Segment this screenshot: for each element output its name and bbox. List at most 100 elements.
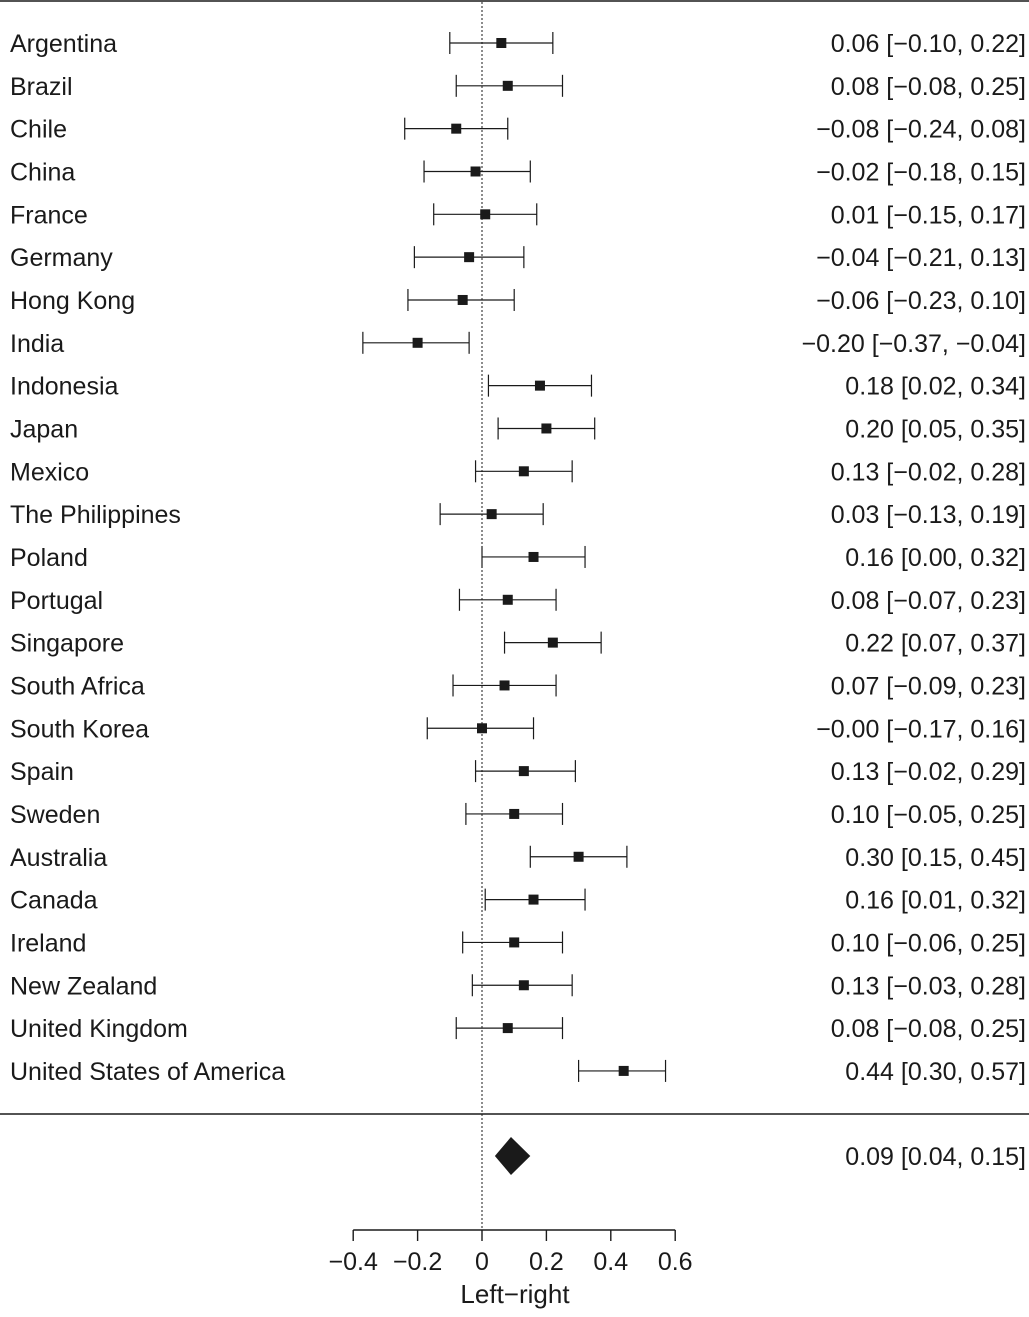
point-estimate-marker xyxy=(547,637,558,648)
row-label: Portugal xyxy=(10,587,103,615)
x-tick-label: 0 xyxy=(475,1248,489,1276)
row-ci-text: −0.02 [−0.18, 0.15] xyxy=(816,158,1026,186)
row-ci-text: −0.08 [−0.24, 0.08] xyxy=(816,116,1026,144)
x-tick-label: −0.2 xyxy=(393,1248,442,1276)
row-ci-text: 0.13 [−0.02, 0.29] xyxy=(831,758,1026,786)
row-ci-text: 0.08 [−0.07, 0.23] xyxy=(831,587,1026,615)
row-ci-text: 0.16 [0.00, 0.32] xyxy=(845,544,1026,572)
point-estimate-marker xyxy=(518,766,529,777)
row-label: France xyxy=(10,201,88,229)
row-ci-text: 0.22 [0.07, 0.37] xyxy=(845,630,1026,658)
point-estimate-marker xyxy=(518,980,529,991)
row-label: Hong Kong xyxy=(10,287,135,315)
point-estimate-marker xyxy=(541,423,552,434)
row-ci-text: 0.13 [−0.02, 0.28] xyxy=(831,458,1026,486)
study-row: Argentina 0.06 [−0.10, 0.22] xyxy=(10,30,1026,58)
row-ci-text: 0.20 [0.05, 0.35] xyxy=(845,415,1026,443)
row-label: Spain xyxy=(10,758,74,786)
summary-diamond xyxy=(494,1137,531,1175)
point-estimate-marker xyxy=(451,123,462,134)
study-row: Portugal 0.08 [−0.07, 0.23] xyxy=(10,587,1026,615)
row-label: Japan xyxy=(10,415,78,443)
point-estimate-marker xyxy=(496,38,507,48)
point-estimate-marker xyxy=(412,337,423,348)
point-estimate-marker xyxy=(573,851,584,862)
point-estimate-marker xyxy=(480,209,491,220)
row-ci-text: 0.30 [0.15, 0.45] xyxy=(845,844,1026,872)
point-estimate-marker xyxy=(502,594,513,605)
row-label: Australia xyxy=(10,844,107,872)
point-estimate-marker xyxy=(499,680,510,691)
row-ci-text: −0.00 [−0.17, 0.16] xyxy=(816,715,1026,743)
point-estimate-marker xyxy=(509,808,520,819)
row-ci-text: 0.44 [0.30, 0.57] xyxy=(845,1058,1026,1086)
point-estimate-marker xyxy=(477,723,487,734)
row-label: United States of America xyxy=(10,1058,285,1086)
row-label: New Zealand xyxy=(10,972,157,1000)
row-label: Sweden xyxy=(10,801,100,829)
study-row: France 0.01 [−0.15, 0.17] xyxy=(10,201,1026,229)
row-label: Indonesia xyxy=(10,373,119,401)
x-axis-ticks: −0.4 −0.2 0 0.2 0.4 0.6 xyxy=(329,1230,693,1276)
row-ci-text: −0.06 [−0.23, 0.10] xyxy=(816,287,1026,315)
study-row: United States of America 0.44 [0.30, 0.57… xyxy=(10,1058,1026,1086)
study-row: Chile −0.08 [−0.24, 0.08] xyxy=(10,116,1026,144)
row-ci-text: 0.10 [−0.06, 0.25] xyxy=(831,929,1026,957)
study-row: Poland 0.16 [0.00, 0.32] xyxy=(10,544,1026,572)
row-ci-text: −0.04 [−0.21, 0.13] xyxy=(816,244,1026,272)
row-ci-text: 0.16 [0.01, 0.32] xyxy=(845,887,1026,915)
point-estimate-marker xyxy=(528,894,539,905)
point-estimate-marker xyxy=(534,380,545,391)
study-row: Ireland 0.10 [−0.06, 0.25] xyxy=(10,929,1026,957)
row-label: Chile xyxy=(10,116,67,144)
row-label: Ireland xyxy=(10,929,86,957)
study-row: United Kingdom 0.08 [−0.08, 0.25] xyxy=(10,1015,1026,1043)
point-estimate-marker xyxy=(502,1023,513,1034)
point-estimate-marker xyxy=(618,1065,629,1076)
study-row: Germany −0.04 [−0.21, 0.13] xyxy=(10,244,1026,272)
row-label: The Philippines xyxy=(10,501,181,529)
study-row: Sweden 0.10 [−0.05, 0.25] xyxy=(10,801,1026,829)
point-estimate-marker xyxy=(470,166,481,177)
point-estimate-marker xyxy=(502,80,513,91)
study-row: Indonesia 0.18 [0.02, 0.34] xyxy=(10,373,1026,401)
study-row: New Zealand 0.13 [−0.03, 0.28] xyxy=(10,972,1026,1000)
x-axis-label: Left−right xyxy=(460,1279,570,1309)
row-label: Brazil xyxy=(10,73,73,101)
row-label: Germany xyxy=(10,244,113,272)
row-ci-text: −0.20 [−0.37, −0.04] xyxy=(802,330,1027,358)
x-axis: −0.4 −0.2 0 0.2 0.4 0.6 Left−right xyxy=(329,1229,693,1309)
row-ci-text: 0.01 [−0.15, 0.17] xyxy=(831,201,1026,229)
row-label: South Africa xyxy=(10,672,145,700)
row-label: Mexico xyxy=(10,458,89,486)
study-row: South Korea −0.00 [−0.17, 0.16] xyxy=(10,715,1026,743)
row-ci-text: 0.06 [−0.10, 0.22] xyxy=(831,30,1026,58)
x-tick-label: 0.2 xyxy=(529,1248,564,1276)
study-row: Brazil 0.08 [−0.08, 0.25] xyxy=(10,73,1026,101)
row-label: China xyxy=(10,158,75,186)
point-estimate-marker xyxy=(486,509,497,520)
point-estimate-marker xyxy=(518,466,529,477)
study-row: Singapore 0.22 [0.07, 0.37] xyxy=(10,630,1026,658)
x-tick-label: −0.4 xyxy=(329,1248,378,1276)
study-row: China −0.02 [−0.18, 0.15] xyxy=(10,158,1026,186)
row-label: Canada xyxy=(10,887,98,915)
point-estimate-marker xyxy=(457,294,468,305)
row-ci-text: 0.07 [−0.09, 0.23] xyxy=(831,672,1026,700)
study-row: South Africa 0.07 [−0.09, 0.23] xyxy=(10,672,1026,700)
row-label: India xyxy=(10,330,64,358)
summary-ci-text: 0.09 [0.04, 0.15] xyxy=(845,1143,1026,1171)
summary-row: 0.09 [0.04, 0.15] xyxy=(494,1137,1026,1175)
study-row: Australia 0.30 [0.15, 0.45] xyxy=(10,844,1026,872)
row-label: South Korea xyxy=(10,715,149,743)
point-estimate-marker xyxy=(528,551,539,562)
study-row: Mexico 0.13 [−0.02, 0.28] xyxy=(10,458,1026,486)
x-tick-label: 0.4 xyxy=(593,1248,628,1276)
row-ci-text: 0.13 [−0.03, 0.28] xyxy=(831,972,1026,1000)
point-estimate-marker xyxy=(464,252,475,263)
row-ci-text: 0.08 [−0.08, 0.25] xyxy=(831,73,1026,101)
x-tick-label: 0.6 xyxy=(658,1248,693,1276)
row-label: United Kingdom xyxy=(10,1015,188,1043)
study-row: The Philippines 0.03 [−0.13, 0.19] xyxy=(10,501,1026,529)
